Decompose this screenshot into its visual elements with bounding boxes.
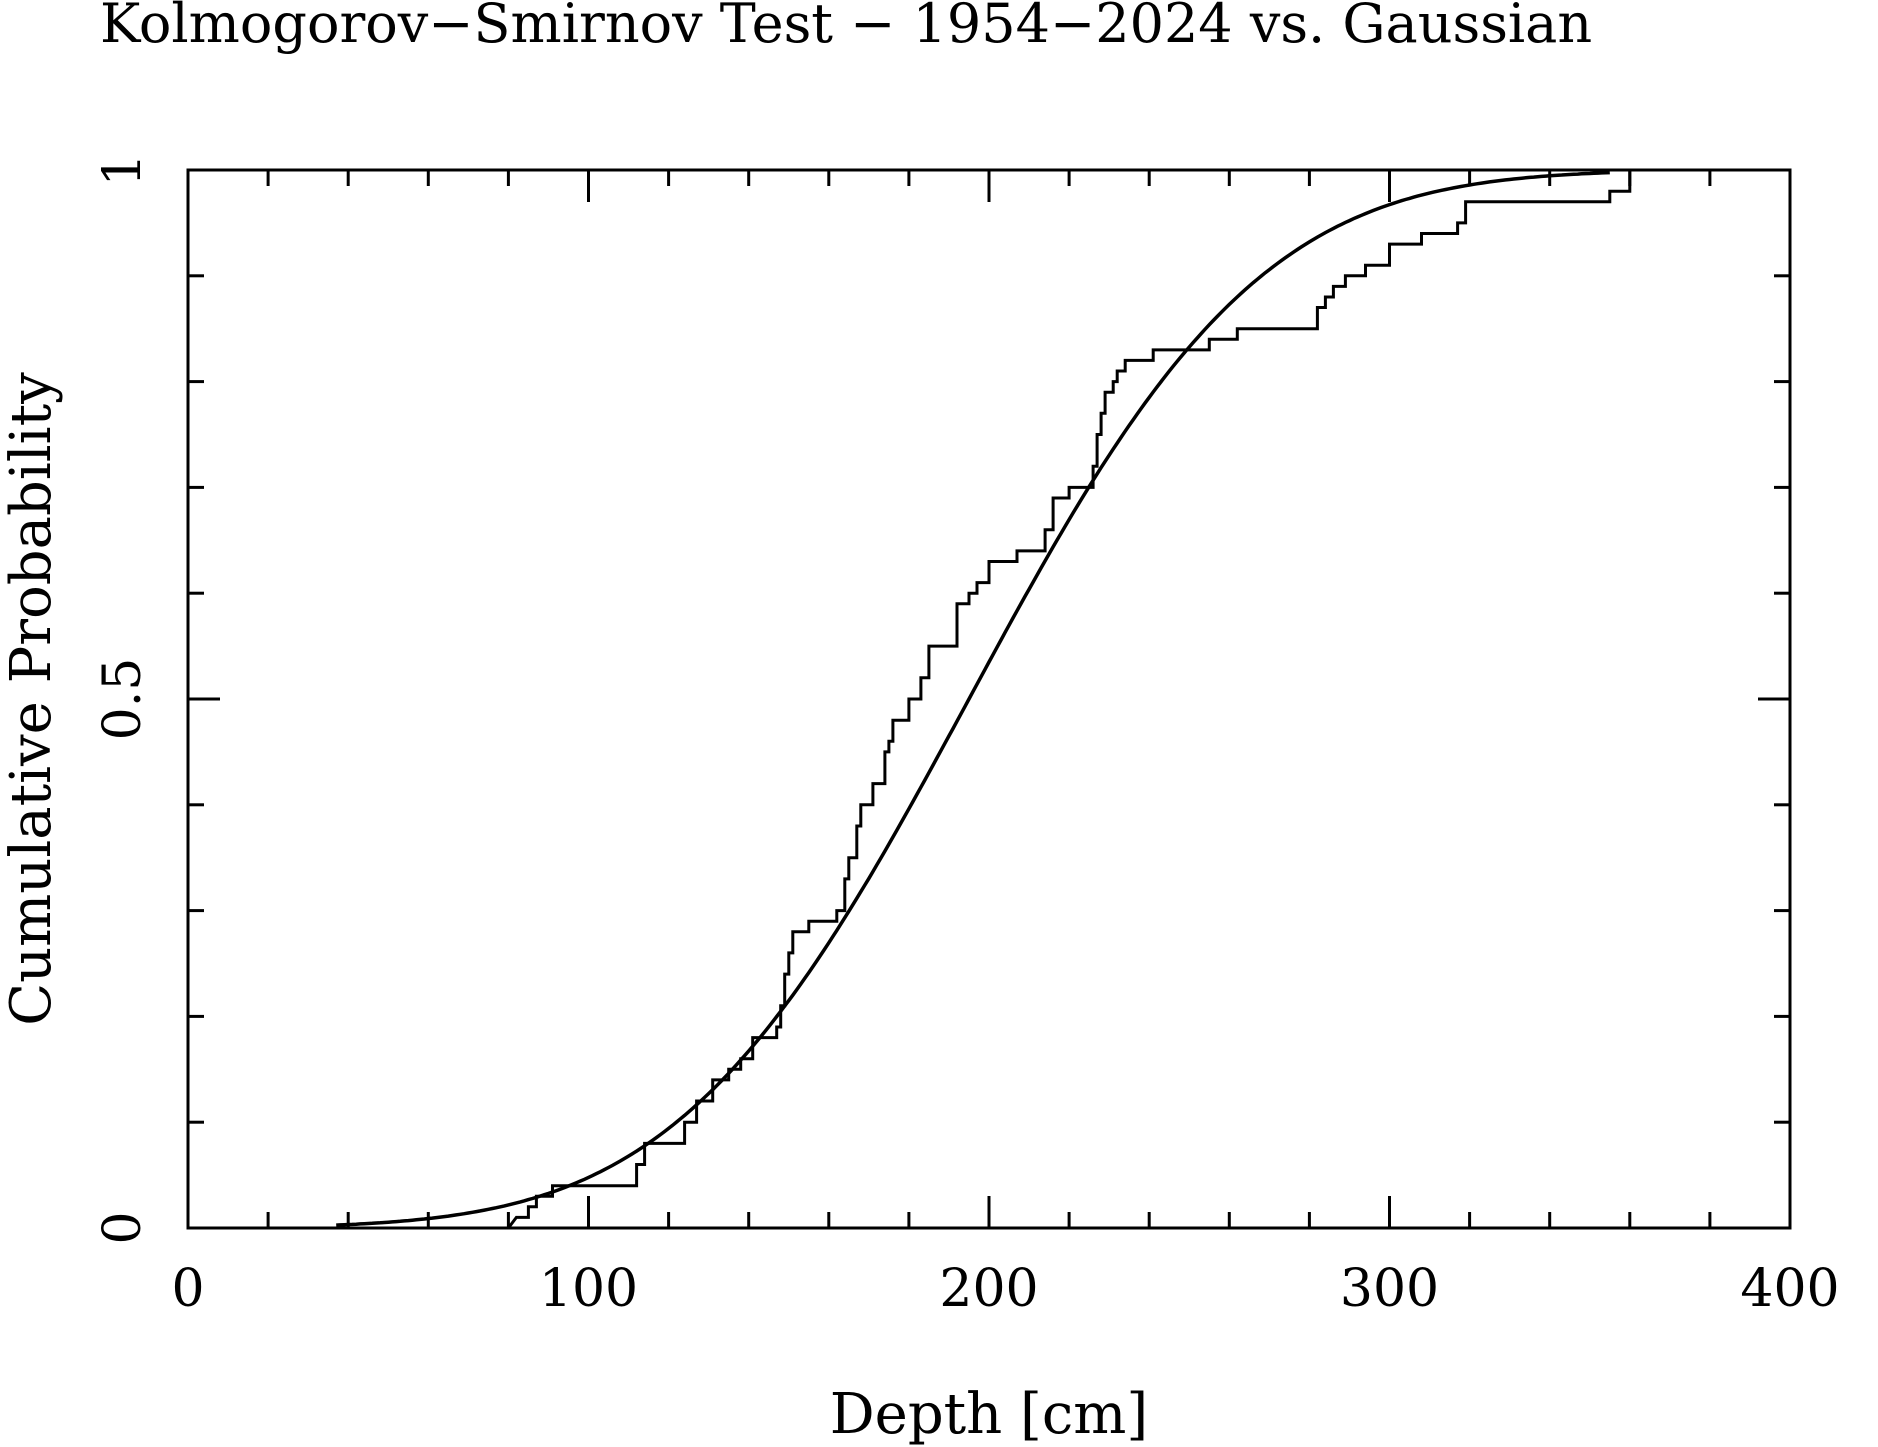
x-axis-label: Depth [cm] <box>830 1382 1148 1447</box>
axis-tick-labels: 0 100 200 300 400 0 0.5 1 <box>93 153 1840 1319</box>
y-tick-label: 0 <box>93 1211 153 1244</box>
x-tick-label: 300 <box>1340 1259 1439 1319</box>
empirical-cdf-step-line <box>507 168 1638 1229</box>
chart-title: Kolmogorov−Smirnov Test − 1954−2024 vs. … <box>100 0 1592 55</box>
y-axis-label: Cumulative Probability <box>0 372 64 1026</box>
y-tick-label: 0.5 <box>93 658 153 741</box>
x-tick-label: 100 <box>539 1259 638 1319</box>
x-tick-label: 0 <box>171 1259 204 1319</box>
plot-frame <box>186 168 1792 1230</box>
x-tick-label: 400 <box>1740 1259 1839 1319</box>
gaussian-cdf-line <box>336 170 1610 1227</box>
x-tick-label: 200 <box>939 1259 1038 1319</box>
axis-ticks <box>186 168 1792 1230</box>
y-tick-label: 1 <box>93 153 153 186</box>
